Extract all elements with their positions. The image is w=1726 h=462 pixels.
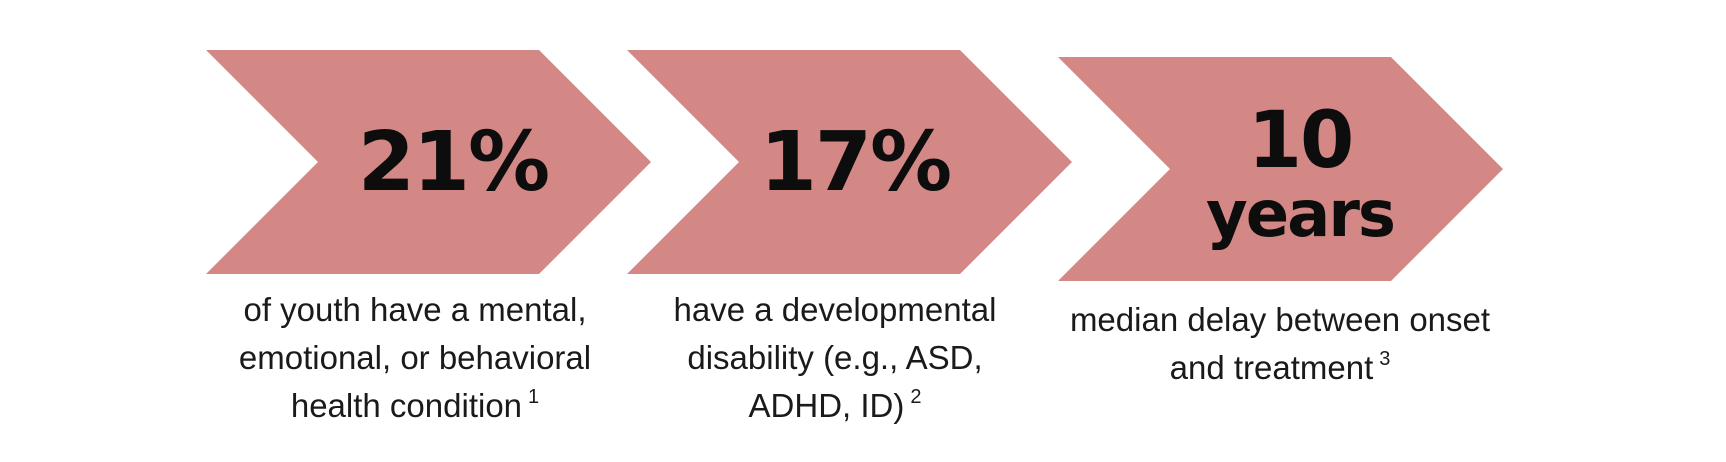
caption-1-line-2: emotional, or behavioral — [238, 339, 592, 376]
caption-3-line-2-text: and treatment — [1169, 349, 1374, 386]
stat-value-1: 21% — [318, 122, 588, 204]
caption-1-line-3-text: health condition — [290, 387, 523, 424]
stat-value-2-line1: 17% — [759, 115, 952, 210]
stat-value-3-line1: 10 — [1247, 96, 1355, 186]
caption-3-line-1: median delay between onset — [1069, 301, 1491, 338]
chevron-shape-2 — [627, 50, 1072, 274]
stat-value-1-line1: 21% — [357, 115, 550, 210]
caption-2-line-3-text: ADHD, ID) — [748, 387, 905, 424]
chevron-arrow-1 — [206, 50, 651, 274]
chevron-arrow-2 — [627, 50, 1072, 274]
stat-value-3: 10 years — [1165, 100, 1435, 248]
caption-2-line-3: ADHD, ID) 2 — [615, 382, 1055, 430]
footnote-1: 1 — [528, 386, 540, 408]
chevron-shape-1 — [206, 50, 651, 274]
caption-2-line-1: have a developmental — [673, 291, 997, 328]
caption-2-line-2: disability (e.g., ASD, — [687, 339, 983, 376]
footnote-3: 3 — [1379, 348, 1391, 370]
caption-3-line-2: and treatment 3 — [1040, 344, 1520, 392]
chevron-shape-3 — [1058, 57, 1503, 281]
stat-value-3-line2: years — [1206, 178, 1396, 252]
caption-1-line-1: of youth have a mental, — [243, 291, 587, 328]
stat-value-2: 17% — [720, 122, 990, 204]
stat-caption-3: median delay between onset and treatment… — [1040, 296, 1520, 392]
footnote-2: 2 — [910, 386, 922, 408]
chevron-arrow-3 — [1058, 57, 1503, 281]
caption-1-line-3: health condition 1 — [190, 382, 640, 430]
stat-caption-2: have a developmental disability (e.g., A… — [615, 286, 1055, 430]
stat-caption-1: of youth have a mental, emotional, or be… — [190, 286, 640, 430]
